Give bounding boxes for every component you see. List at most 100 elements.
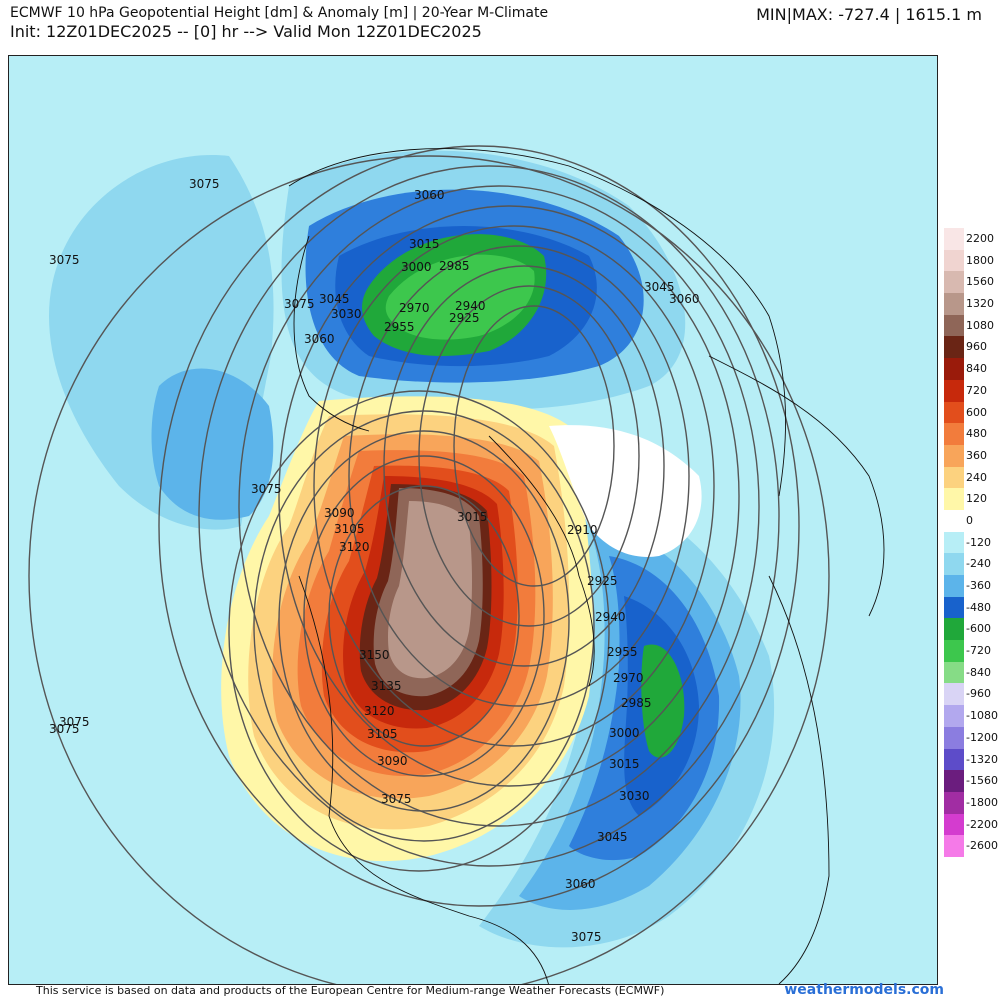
legend-swatch [944, 228, 964, 250]
anomaly-eurasia-neg720 [385, 254, 535, 340]
anomaly-pos1320-region [388, 501, 472, 679]
coastline-europe [708, 355, 885, 617]
contour-high-3120 [278, 430, 570, 812]
legend-item: 840 [944, 358, 1000, 380]
anomaly-legend: 2200 1800 1560 1320 1080 960 840 720 600 480 360 24… [944, 228, 1000, 857]
legend-item: -1320 [944, 748, 1000, 771]
legend-item: 720 [944, 379, 1000, 402]
legend-label: 600 [966, 405, 987, 419]
legend-label: -360 [966, 579, 991, 592]
contour-label: 2940 [595, 610, 626, 624]
legend-swatch [944, 618, 964, 641]
contour-label: 3120 [364, 704, 395, 718]
legend-swatch [944, 379, 964, 402]
contour-label: 3105 [367, 727, 398, 741]
coastline-africa [768, 575, 830, 984]
contour-label: 3075 [284, 297, 315, 311]
contour-3030 [238, 185, 760, 827]
legend-item: -720 [944, 640, 1000, 662]
contour-high-3090 [228, 390, 610, 872]
legend-swatch [944, 293, 964, 315]
legend-item: -2200 [944, 813, 1000, 836]
legend-swatch [944, 770, 964, 792]
legend-item: -1080 [944, 705, 1000, 727]
contour-2970 [383, 265, 665, 667]
contour-label: 3045 [319, 292, 350, 306]
legend-item: 360 [944, 444, 1000, 467]
coastline-north-america [298, 575, 549, 984]
coastline-asia-east [293, 235, 370, 432]
legend-label: 1560 [966, 275, 994, 289]
legend-swatch [944, 271, 964, 294]
contour-label: 3045 [644, 280, 675, 294]
legend-swatch [944, 661, 964, 684]
legend-label: 840 [966, 362, 987, 376]
contour-label: 3075 [571, 930, 602, 944]
legend-item: 1080 [944, 314, 1000, 337]
legend-swatch [944, 791, 964, 814]
legend-swatch [944, 835, 964, 857]
legend-item: 960 [944, 336, 1000, 359]
contour-label: 3090 [377, 754, 408, 768]
legend-swatch [944, 401, 964, 424]
brand-link[interactable]: weathermodels.com [784, 982, 944, 998]
legend-item: 480 [944, 423, 1000, 445]
contour-label: 2970 [613, 671, 644, 685]
legend-item: -840 [944, 661, 1000, 684]
contour-label: 2955 [607, 645, 638, 659]
contour-label: 2940 [455, 299, 486, 313]
legend-label: 240 [966, 470, 987, 484]
legend-swatch [944, 423, 964, 445]
contour-2940 [453, 305, 615, 587]
legend-item: -960 [944, 683, 1000, 706]
contour-3015 [278, 205, 740, 787]
contour-2985 [348, 245, 690, 707]
legend-item: 1320 [944, 293, 1000, 315]
legend-label: 960 [966, 340, 987, 354]
legend-item: 1560 [944, 271, 1000, 294]
legend-item: 240 [944, 466, 1000, 489]
contour-label: 3045 [597, 830, 628, 844]
contour-label: 3105 [334, 522, 365, 536]
init-valid-time: Init: 12Z01DEC2025 -- [0] hr --> Valid M… [10, 22, 482, 41]
legend-item: 2200 [944, 228, 1000, 250]
contour-label: 3060 [304, 332, 335, 346]
chart-title: ECMWF 10 hPa Geopotential Height [dm] & … [10, 5, 549, 21]
legend-label: 0 [966, 513, 973, 527]
coastline-greenland [488, 435, 595, 687]
legend-label: -2600 [966, 839, 998, 853]
contour-label: 3075 [49, 722, 80, 736]
legend-swatch [944, 575, 964, 597]
contour-label: 3135 [371, 679, 402, 693]
legend-swatch [944, 509, 964, 532]
coastline-eurasia [288, 148, 787, 497]
contour-label: 3030 [331, 307, 362, 321]
min-max-readout: MIN|MAX: -727.4 | 1615.1 m [756, 5, 982, 24]
contour-label: 3060 [565, 877, 596, 891]
geopotential-contours [28, 145, 830, 984]
contour-label: 2985 [439, 259, 470, 273]
contour-label: 3015 [409, 237, 440, 251]
data-attribution: This service is based on data and produc… [36, 984, 665, 997]
legend-label: 1800 [966, 253, 994, 267]
contour-label: 3060 [414, 188, 445, 202]
legend-item: -1560 [944, 770, 1000, 792]
legend-swatch [944, 726, 964, 749]
legend-swatch [944, 683, 964, 706]
contour-label: 3090 [324, 506, 355, 520]
legend-label: -1800 [966, 795, 998, 809]
legend-label: -1200 [966, 730, 998, 744]
legend-item: 600 [944, 401, 1000, 424]
legend-label: 1080 [966, 318, 994, 332]
legend-swatch [944, 358, 964, 380]
legend-label: 1320 [966, 297, 994, 311]
legend-item: -2600 [944, 835, 1000, 857]
legend-item: -1200 [944, 726, 1000, 749]
contour-label: 3150 [359, 648, 390, 662]
legend-label: -120 [966, 535, 991, 549]
legend-label: -480 [966, 600, 991, 614]
contour-3060 [158, 145, 800, 907]
legend-label: 360 [966, 448, 987, 462]
legend-item: -240 [944, 553, 1000, 575]
legend-label: -960 [966, 687, 991, 701]
